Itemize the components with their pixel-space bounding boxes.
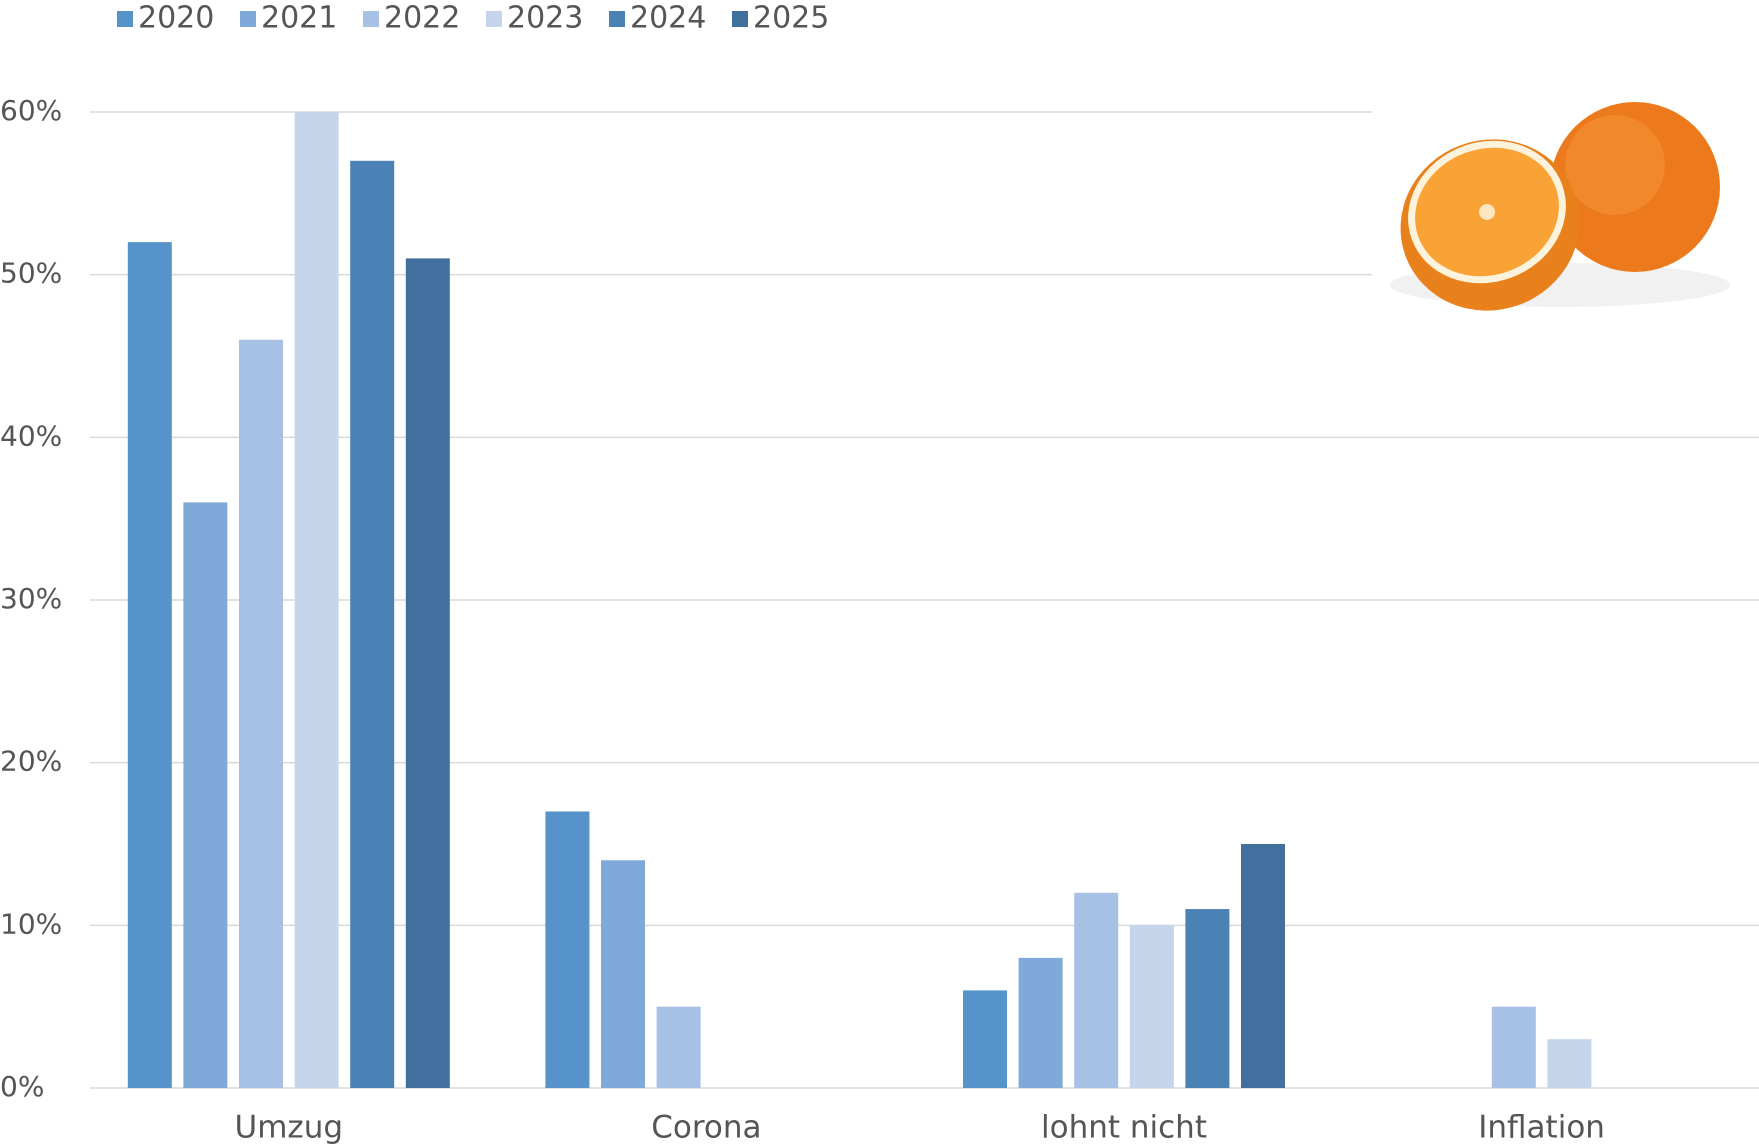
bar	[1074, 893, 1118, 1088]
y-tick-label: 30%	[0, 582, 62, 615]
orange-image	[1372, 80, 1759, 340]
y-tick-label: 60%	[0, 94, 62, 127]
bar	[1547, 1039, 1591, 1088]
x-tick-label: Corona	[651, 1110, 761, 1146]
bar	[601, 860, 645, 1088]
page: 0% 10% 20% 30% 40% 50% 60% 2020 2021 2022 2023 2024…	[0, 0, 1759, 1146]
bar	[657, 1007, 701, 1088]
bar	[406, 258, 450, 1088]
bar	[295, 112, 339, 1088]
bar	[1241, 844, 1285, 1088]
legend-swatch	[240, 11, 256, 27]
x-tick-label: Umzug	[235, 1110, 344, 1146]
legend-label: 2024	[630, 1, 706, 36]
bar	[545, 811, 589, 1088]
legend-label: 2020	[138, 1, 214, 36]
bar	[1130, 925, 1174, 1088]
bar	[350, 161, 394, 1088]
legend-label: 2025	[753, 1, 829, 36]
legend-label: 2022	[384, 1, 460, 36]
legend-swatch	[117, 11, 133, 27]
y-tick-label: 50%	[0, 257, 62, 290]
bar	[128, 242, 172, 1088]
bar	[239, 340, 283, 1088]
legend-swatch	[486, 11, 502, 27]
bar	[1492, 1007, 1536, 1088]
legend-label: 2021	[261, 1, 337, 36]
highlight	[1565, 115, 1665, 215]
chart: 0% 10% 20% 30% 40% 50% 60% 2020 2021 2022 2023 2024…	[0, 0, 1759, 1146]
x-tick-label: lohnt nicht	[1041, 1110, 1207, 1146]
bar	[963, 990, 1007, 1088]
legend-swatch	[609, 11, 625, 27]
legend-swatch	[363, 11, 379, 27]
bar	[183, 502, 227, 1088]
y-tick-label: 20%	[0, 745, 62, 778]
legend-label: 2023	[507, 1, 583, 36]
y-tick-label: 10%	[0, 907, 62, 940]
y-tick-label: 0%	[0, 1070, 44, 1103]
core	[1479, 204, 1495, 220]
bar	[1019, 958, 1063, 1088]
y-tick-label: 40%	[0, 419, 62, 452]
legend-swatch	[732, 11, 748, 27]
bar	[1185, 909, 1229, 1088]
x-tick-label: Inflation	[1478, 1110, 1605, 1146]
